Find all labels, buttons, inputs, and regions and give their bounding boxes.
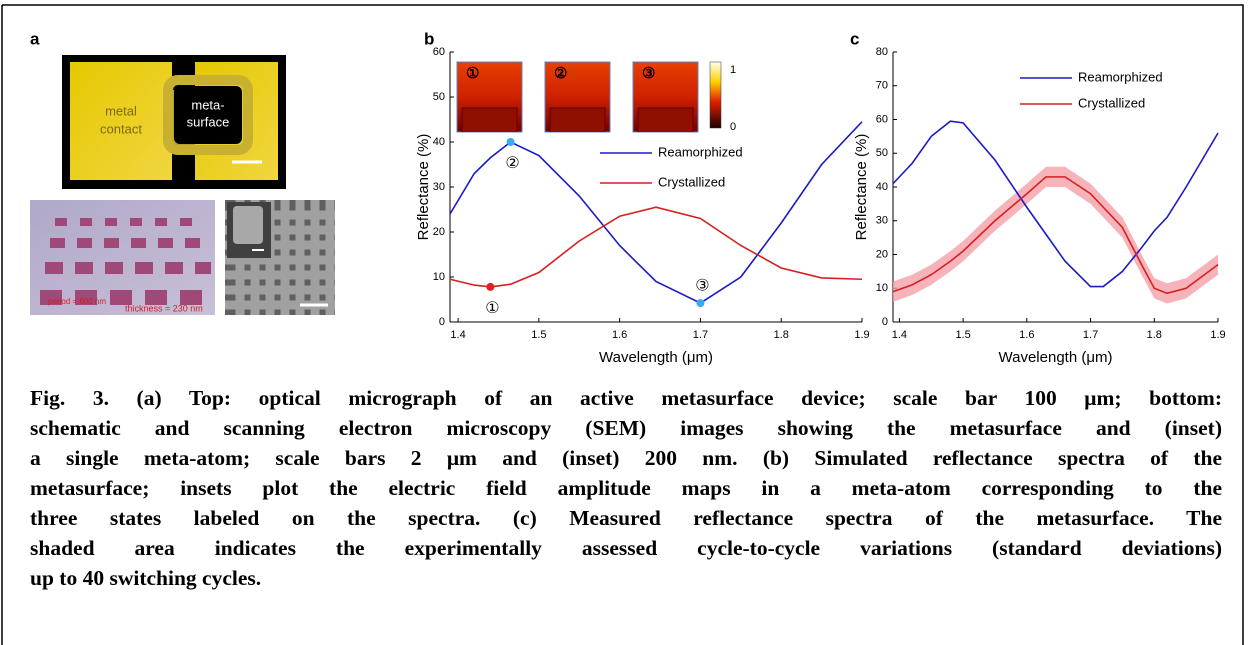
caption-line: three states labeled on the spectra. (c)… bbox=[30, 506, 1222, 530]
frame bbox=[1, 4, 1244, 645]
y-tick-label: 30 bbox=[876, 215, 888, 227]
y-tick-label: 10 bbox=[876, 282, 888, 294]
period-label: period = 600 nm bbox=[48, 297, 106, 306]
metasurface-label: surface bbox=[187, 114, 230, 129]
x-axis-label: Wavelength (μm) bbox=[999, 349, 1113, 366]
caption: Fig. 3. (a) Top: optical micrograph of a… bbox=[30, 383, 1222, 593]
y-tick-label: 0 bbox=[439, 316, 445, 328]
legend-label: Crystallized bbox=[1078, 95, 1145, 110]
y-tick-label: 70 bbox=[876, 80, 888, 92]
caption-line: shaded area indicates the experimentally… bbox=[30, 536, 1222, 560]
x-tick-label: 1.5 bbox=[531, 329, 546, 341]
y-tick-label: 30 bbox=[433, 181, 445, 193]
y-tick-label: 20 bbox=[433, 226, 445, 238]
x-tick-label: 1.8 bbox=[774, 329, 789, 341]
x-axis-label: Wavelength (μm) bbox=[599, 349, 713, 366]
caption-line: schematic and scanning electron microsco… bbox=[30, 416, 1222, 440]
state-label: ② bbox=[505, 155, 519, 172]
contact-label: contact bbox=[100, 121, 142, 136]
panel-label: b bbox=[424, 29, 434, 48]
contact-label: metal bbox=[105, 103, 137, 118]
x-tick-label: 1.4 bbox=[450, 329, 465, 341]
caption-line: Fig. 3. (a) Top: optical micrograph of a… bbox=[30, 386, 1222, 410]
state-marker bbox=[506, 138, 515, 146]
x-tick-label: 1.9 bbox=[1210, 329, 1225, 341]
inset-label: ③ bbox=[642, 65, 655, 82]
y-tick-label: 20 bbox=[876, 248, 888, 260]
x-tick-label: 1.8 bbox=[1147, 329, 1162, 341]
caption-line: up to 40 switching cycles. bbox=[30, 566, 262, 590]
x-tick-label: 1.7 bbox=[693, 329, 708, 341]
sem-image bbox=[225, 200, 335, 315]
inset-label: ② bbox=[554, 65, 567, 82]
y-tick-label: 0 bbox=[882, 316, 888, 328]
y-tick-label: 50 bbox=[876, 147, 888, 159]
y-axis-label: Reflectance (%) bbox=[415, 134, 432, 241]
x-tick-label: 1.4 bbox=[892, 329, 907, 341]
series-line bbox=[449, 121, 863, 305]
thickness-label: thickness = 230 nm bbox=[125, 303, 203, 313]
micrograph: metal contact meta- surface bbox=[62, 55, 286, 189]
legend-label: Reamorphized bbox=[1078, 69, 1163, 84]
state-label: ③ bbox=[695, 277, 709, 294]
x-tick-label: 1.9 bbox=[854, 329, 869, 341]
schematic: period = 600 nm thickness = 230 nm bbox=[30, 200, 215, 315]
series-line bbox=[892, 120, 1219, 288]
series-line bbox=[892, 176, 1219, 295]
y-tick-label: 10 bbox=[433, 271, 445, 283]
y-tick-label: 60 bbox=[876, 113, 888, 125]
x-tick-label: 1.5 bbox=[955, 329, 970, 341]
series-line bbox=[449, 206, 863, 288]
panel-label: a bbox=[30, 29, 40, 48]
legend-label: Reamorphized bbox=[658, 144, 743, 159]
caption-line: a single meta-atom; scale bars 2 μm and … bbox=[30, 446, 1222, 470]
y-tick-label: 80 bbox=[876, 46, 888, 58]
caption-line: metasurface; insets plot the electric fi… bbox=[30, 476, 1222, 500]
state-label: ① bbox=[485, 300, 499, 317]
panel-label: c bbox=[850, 29, 859, 48]
colorbar-label: 0 bbox=[730, 121, 736, 133]
legend-label: Crystallized bbox=[658, 174, 725, 189]
state-marker bbox=[696, 299, 705, 308]
x-tick-label: 1.7 bbox=[1083, 329, 1098, 341]
error-band bbox=[893, 166, 1218, 304]
y-tick-label: 60 bbox=[433, 46, 445, 58]
y-tick-label: 40 bbox=[876, 181, 888, 193]
x-tick-label: 1.6 bbox=[612, 329, 627, 341]
y-tick-label: 50 bbox=[433, 91, 445, 103]
inset-label: ① bbox=[466, 65, 479, 82]
colorbar-label: 1 bbox=[730, 64, 736, 76]
x-tick-label: 1.6 bbox=[1019, 329, 1034, 341]
state-marker bbox=[486, 282, 495, 291]
metasurface-label: meta- bbox=[191, 97, 224, 112]
y-tick-label: 40 bbox=[433, 136, 445, 148]
y-axis-label: Reflectance (%) bbox=[853, 134, 870, 241]
field-maps bbox=[456, 61, 722, 133]
